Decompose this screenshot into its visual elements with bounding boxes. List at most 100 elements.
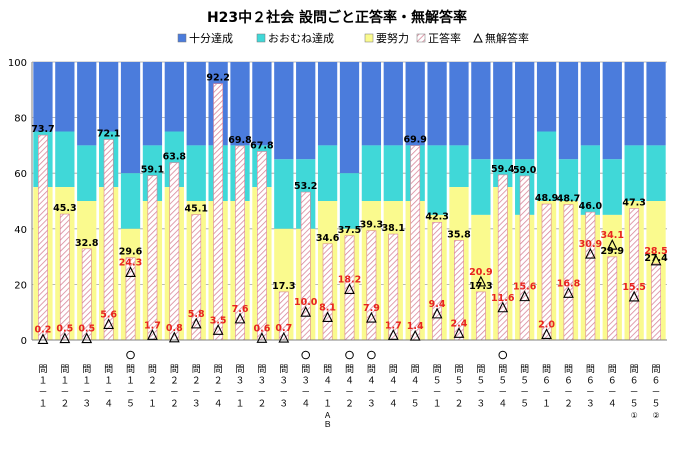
no-answer-marker	[563, 287, 574, 298]
x-category-suffix: ②	[652, 411, 659, 420]
band-mostly	[186, 145, 206, 201]
correct-rate-bar	[213, 83, 224, 341]
correct-rate-bar	[585, 211, 596, 341]
no-answer-marker	[59, 332, 71, 344]
no-answer-label: 10.0	[294, 297, 318, 308]
no-answer-label: 0.8	[166, 323, 183, 334]
x-category-label: 問６－１	[542, 364, 551, 410]
legend-swatch	[416, 33, 426, 43]
correct-rate-bar	[257, 151, 267, 341]
correct-rate-label: 27.4	[644, 253, 668, 264]
x-category-label: 問４－５	[411, 364, 420, 410]
band-full	[339, 62, 360, 174]
x-category-label: 問２－４	[214, 364, 223, 410]
correct-rate-label: 37.5	[338, 225, 361, 236]
band-full	[646, 62, 666, 146]
correct-rate-bar	[344, 235, 355, 341]
no-answer-marker	[606, 238, 618, 250]
no-answer-marker	[37, 333, 49, 344]
x-category-suffix: ＡＢ	[324, 411, 332, 429]
band-full	[142, 62, 163, 146]
x-category-label: 問６－３	[586, 364, 595, 410]
x-category-label: 問５－２	[454, 364, 463, 410]
correct-rate-label: 38.1	[382, 223, 405, 234]
no-answer-marker	[190, 317, 202, 329]
x-category-label: 問４－１	[323, 364, 332, 410]
no-answer-label: 16.8	[557, 278, 581, 289]
no-answer-marker	[541, 328, 552, 339]
no-answer-label: 2.0	[538, 319, 555, 330]
no-answer-marker	[103, 318, 115, 329]
no-answer-marker	[453, 327, 465, 338]
band-full	[33, 62, 53, 132]
no-answer-marker	[628, 290, 640, 302]
no-answer-marker	[81, 332, 93, 344]
band-mostly	[77, 145, 97, 201]
no-answer-marker	[278, 331, 290, 343]
no-answer-label: 1.7	[144, 320, 161, 331]
x-category-label: 問６－４	[608, 364, 617, 410]
correct-rate-label: 17.3	[272, 281, 295, 292]
y-tick-label: 60	[14, 169, 27, 180]
legend-swatch	[177, 33, 187, 43]
no-answer-marker	[650, 254, 662, 266]
no-answer-label: 15.6	[513, 282, 537, 293]
band-mostly	[449, 145, 469, 188]
axes: 0 20 40 60 80 100	[8, 58, 667, 347]
no-answer-label: 8.1	[319, 302, 336, 313]
band-full	[164, 62, 184, 132]
legend-entry: 十分達成	[189, 31, 233, 45]
x-category-label: 問５－３	[476, 364, 485, 410]
no-answer-marker	[366, 311, 377, 323]
x-category-label: 問５－１	[433, 364, 442, 410]
no-answer-label: 0.7	[275, 323, 292, 334]
legend-marker	[473, 32, 483, 43]
no-answer-label: 34.1	[601, 230, 624, 241]
band-mostly	[55, 131, 75, 188]
correct-rate-label: 53.2	[294, 181, 317, 192]
no-answer-label: 18.2	[338, 274, 361, 285]
no-answer-label: 7.6	[232, 304, 249, 315]
no-answer-label: 0.6	[253, 323, 270, 334]
no-answer-label: 1.7	[385, 320, 402, 331]
correct-rate-label: 67.8	[250, 141, 274, 152]
correct-rate-label: 59.1	[141, 165, 164, 176]
band-full	[274, 62, 294, 160]
selection-circle-icon	[345, 350, 354, 360]
legend-swatch	[364, 33, 374, 43]
correct-rate-label: 59.4	[491, 164, 515, 175]
bars	[33, 62, 666, 341]
band-mostly	[120, 173, 141, 229]
correct-rate-bar	[607, 256, 618, 341]
band-mostly	[274, 159, 294, 229]
x-category-label: 問３－１	[236, 364, 245, 410]
correct-rate-label: 63.8	[163, 152, 187, 163]
band-mostly	[580, 145, 600, 215]
correct-rate-bar	[169, 162, 180, 341]
no-answer-marker	[519, 290, 531, 302]
correct-rate-bar	[59, 213, 70, 341]
band-full	[252, 62, 272, 146]
no-answer-label: 7.9	[363, 303, 380, 314]
correct-rate-bar	[38, 134, 48, 341]
x-axis-labels: 問１－１ 問１－２ 問１－３ 問１－４ 問１－５ 問２－１ 問２－２ 問２－３ 問２－４ 問３－１…	[38, 350, 661, 429]
correct-rate-label: 32.8	[75, 238, 99, 249]
band-mostly	[536, 131, 557, 201]
no-answer-marker	[322, 311, 333, 323]
correct-rate-label: 45.3	[53, 203, 76, 214]
correct-rate-bar	[475, 291, 486, 341]
x-category-label: 問６－５	[630, 364, 639, 410]
x-category-label: 問５－５	[520, 364, 529, 410]
selection-circle-icon	[367, 350, 376, 360]
correct-rate-bar	[147, 175, 158, 341]
x-category-label: 問１－１	[38, 364, 47, 410]
band-full	[55, 62, 75, 132]
correct-rate-label: 69.8	[228, 135, 252, 146]
band-full	[493, 62, 513, 160]
no-answer-label: 0.2	[35, 324, 52, 335]
band-mostly	[383, 145, 403, 201]
x-category-label: 問１－３	[82, 364, 91, 410]
correct-rate-label: 73.7	[31, 124, 54, 135]
selection-circle-icon	[126, 350, 135, 360]
